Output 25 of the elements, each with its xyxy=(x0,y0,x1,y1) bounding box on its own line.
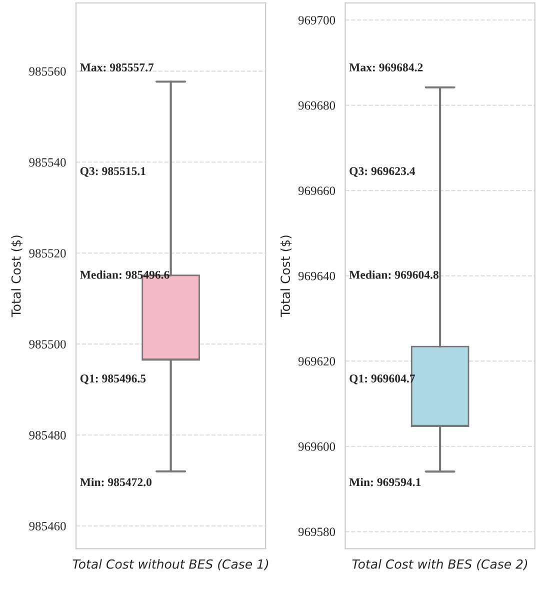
x-axis-title: Total Cost without BES (Case 1) xyxy=(72,559,268,570)
annotation: Max: 969684.2 xyxy=(349,63,423,72)
y-tick-label: 969700 xyxy=(298,16,336,24)
y-tick-label: 969580 xyxy=(298,528,336,536)
y-tick-label: 985500 xyxy=(29,340,66,349)
annotation: Q3: 969623.4 xyxy=(350,167,416,177)
y-tick-label: 985560 xyxy=(29,67,66,76)
annotation: Min: 969594.1 xyxy=(349,478,421,486)
y-tick-label: 969660 xyxy=(298,186,336,196)
annotation: Min: 985472.0 xyxy=(80,478,152,486)
y-tick-label: 969600 xyxy=(298,442,336,451)
y-tick-label: 985480 xyxy=(29,431,66,440)
y-axis-title: Total Cost ($) xyxy=(11,236,22,318)
annotation: Q3: 985515.1 xyxy=(80,167,146,177)
y-tick-label: 969620 xyxy=(298,357,336,366)
y-tick-label: 985460 xyxy=(29,522,66,530)
annotation: Max: 985557.7 xyxy=(80,63,154,72)
y-tick-label: 969640 xyxy=(298,272,336,280)
y-tick-label: 985540 xyxy=(29,158,66,167)
annotation: Q1: 985496.5 xyxy=(80,374,146,384)
x-axis-title: Total Cost with BES (Case 2) xyxy=(352,559,528,570)
y-tick-label: 969680 xyxy=(298,101,336,110)
annotation: Median: 969604.8 xyxy=(349,270,439,279)
y-tick-label: 985520 xyxy=(29,249,66,258)
y-axis-title: Total Cost ($) xyxy=(280,236,292,318)
